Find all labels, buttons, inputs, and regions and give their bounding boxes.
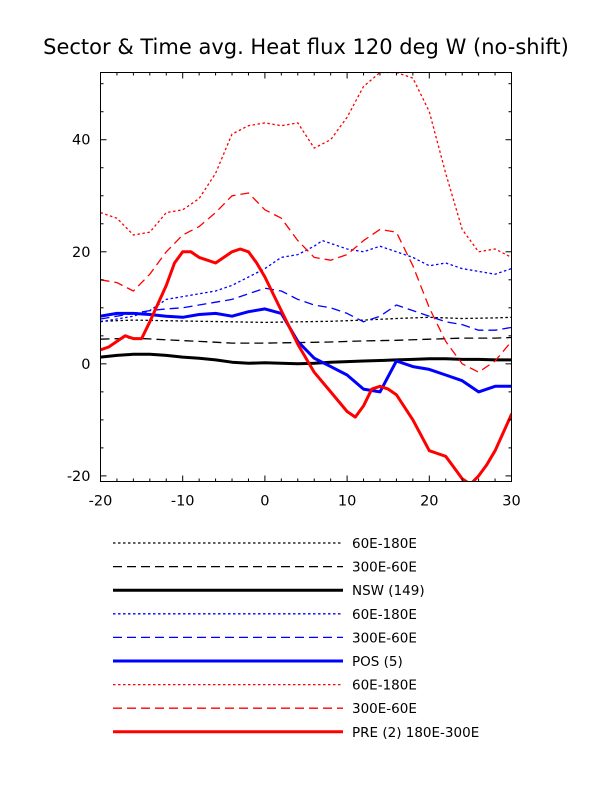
legend-label-8: PRE (2) 180E-300E <box>352 725 479 741</box>
series-line-4 <box>100 287 512 331</box>
x-tick-label: 0 <box>260 494 269 510</box>
x-tick-label: 30 <box>502 494 520 510</box>
series-line-3 <box>100 239 512 323</box>
x-tick-label: 20 <box>420 494 438 510</box>
series-line-0 <box>100 316 512 324</box>
plot-area <box>100 72 512 482</box>
x-tick-label: -10 <box>171 494 195 510</box>
series-line-2 <box>100 352 512 366</box>
series-line-8 <box>100 247 512 482</box>
legend-label-3: 60E-180E <box>352 607 417 623</box>
legend: 60E-180E 300E-60E NSW (149) 60E-180E 300E-60… <box>113 536 479 741</box>
legend-label-1: 300E-60E <box>352 560 417 576</box>
series-line-5 <box>100 307 512 394</box>
legend-label-2: NSW (149) <box>352 583 425 599</box>
series-line-1 <box>100 336 512 344</box>
y-axis: -20 0 20 40 <box>67 83 512 485</box>
legend-label-4: 300E-60E <box>352 630 417 646</box>
x-axis: -20 -10 0 10 20 30 <box>89 72 521 510</box>
x-tick-label: -20 <box>89 494 113 510</box>
y-tick-label: 20 <box>72 245 90 261</box>
chart-title: Sector & Time avg. Heat flux 120 deg W (… <box>43 35 569 59</box>
series-line-7 <box>100 192 512 373</box>
legend-label-5: POS (5) <box>352 654 403 670</box>
legend-label-7: 300E-60E <box>352 701 417 717</box>
y-tick-label: 40 <box>72 133 90 149</box>
legend-label-6: 60E-180E <box>352 678 417 694</box>
plot-frame <box>100 72 512 482</box>
x-tick-label: 10 <box>338 494 356 510</box>
y-tick-label: -20 <box>67 469 91 485</box>
y-tick-label: 0 <box>81 357 90 373</box>
series-line-6 <box>100 72 512 258</box>
legend-label-0: 60E-180E <box>352 536 417 552</box>
